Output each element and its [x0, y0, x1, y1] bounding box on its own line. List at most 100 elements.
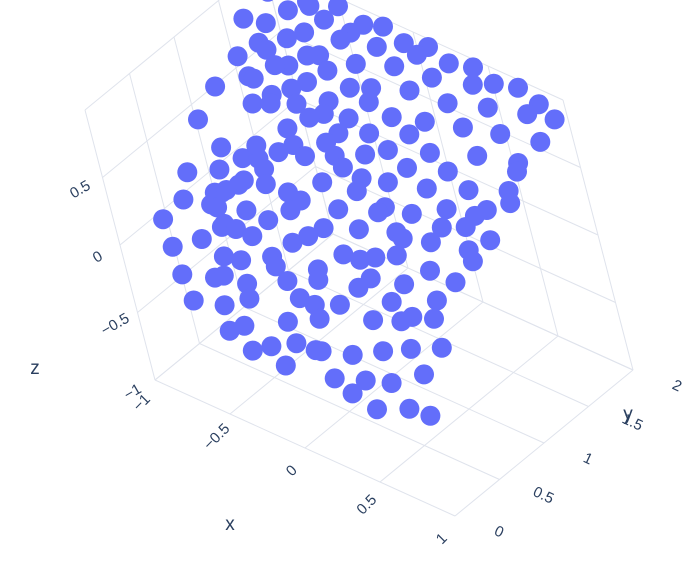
- data-point[interactable]: [339, 77, 360, 98]
- data-point[interactable]: [377, 172, 398, 193]
- data-point[interactable]: [255, 13, 276, 34]
- data-point[interactable]: [517, 104, 538, 125]
- data-point[interactable]: [188, 109, 208, 130]
- data-point[interactable]: [416, 178, 437, 199]
- data-point[interactable]: [431, 217, 452, 238]
- data-point[interactable]: [312, 172, 333, 193]
- data-point[interactable]: [397, 157, 417, 178]
- data-point[interactable]: [297, 72, 317, 92]
- data-point[interactable]: [333, 244, 354, 265]
- data-point[interactable]: [507, 161, 527, 182]
- data-point[interactable]: [348, 219, 369, 240]
- data-point[interactable]: [490, 124, 511, 144]
- data-point[interactable]: [297, 45, 318, 66]
- data-point[interactable]: [211, 137, 232, 158]
- data-point[interactable]: [419, 142, 440, 163]
- data-point[interactable]: [363, 310, 384, 331]
- data-point[interactable]: [399, 398, 420, 419]
- data-point[interactable]: [355, 370, 376, 391]
- data-point[interactable]: [365, 247, 386, 268]
- data-point[interactable]: [209, 159, 230, 180]
- data-point[interactable]: [219, 320, 240, 341]
- data-point[interactable]: [463, 57, 483, 78]
- data-point[interactable]: [299, 0, 320, 16]
- data-point[interactable]: [420, 405, 441, 426]
- data-point[interactable]: [332, 157, 353, 178]
- data-point[interactable]: [275, 355, 296, 376]
- data-point[interactable]: [260, 93, 281, 114]
- data-point[interactable]: [294, 22, 315, 43]
- data-point[interactable]: [242, 340, 263, 361]
- data-point[interactable]: [467, 145, 488, 166]
- data-point[interactable]: [153, 209, 174, 230]
- data-point[interactable]: [276, 28, 297, 49]
- data-point[interactable]: [431, 337, 452, 358]
- data-point[interactable]: [246, 135, 267, 156]
- data-point[interactable]: [289, 288, 310, 309]
- data-point[interactable]: [400, 338, 421, 359]
- data-point[interactable]: [309, 308, 330, 329]
- data-point[interactable]: [350, 249, 371, 270]
- data-point[interactable]: [437, 93, 458, 114]
- data-point[interactable]: [313, 218, 334, 239]
- data-point[interactable]: [452, 117, 473, 138]
- data-point[interactable]: [205, 76, 226, 97]
- data-point[interactable]: [286, 333, 307, 354]
- data-point[interactable]: [544, 109, 565, 130]
- data-point[interactable]: [183, 290, 204, 311]
- data-point[interactable]: [242, 93, 263, 114]
- data-point[interactable]: [462, 74, 483, 95]
- data-point[interactable]: [373, 341, 394, 362]
- data-point[interactable]: [258, 210, 279, 231]
- data-point[interactable]: [277, 0, 298, 21]
- data-point[interactable]: [258, 0, 278, 2]
- data-point[interactable]: [324, 368, 345, 389]
- data-point[interactable]: [172, 264, 193, 285]
- data-point[interactable]: [342, 383, 363, 404]
- data-point[interactable]: [277, 118, 298, 139]
- data-point[interactable]: [399, 80, 420, 101]
- data-point[interactable]: [477, 97, 498, 118]
- data-point[interactable]: [295, 146, 315, 167]
- data-point[interactable]: [480, 230, 501, 251]
- data-point[interactable]: [226, 219, 246, 239]
- data-point[interactable]: [348, 277, 369, 298]
- data-point[interactable]: [232, 148, 253, 169]
- data-point[interactable]: [298, 226, 319, 247]
- data-point[interactable]: [500, 193, 521, 214]
- data-point[interactable]: [216, 180, 237, 200]
- data-point[interactable]: [359, 123, 380, 144]
- data-point[interactable]: [255, 174, 276, 195]
- data-point[interactable]: [328, 0, 348, 17]
- data-point[interactable]: [243, 68, 264, 89]
- data-point[interactable]: [256, 39, 277, 60]
- data-point[interactable]: [213, 246, 234, 267]
- data-point[interactable]: [358, 92, 379, 113]
- data-point[interactable]: [458, 180, 479, 201]
- data-point[interactable]: [455, 217, 476, 237]
- data-point[interactable]: [406, 44, 427, 65]
- data-point[interactable]: [414, 364, 434, 385]
- data-point[interactable]: [366, 36, 387, 57]
- data-point[interactable]: [438, 53, 459, 74]
- data-point[interactable]: [394, 274, 415, 295]
- data-point[interactable]: [162, 236, 183, 257]
- data-point[interactable]: [282, 232, 303, 253]
- data-point[interactable]: [328, 199, 349, 220]
- data-point[interactable]: [254, 158, 275, 179]
- data-point[interactable]: [381, 107, 402, 128]
- data-point[interactable]: [399, 124, 420, 145]
- data-point[interactable]: [436, 199, 457, 220]
- data-point[interactable]: [286, 93, 307, 114]
- data-point[interactable]: [426, 290, 447, 311]
- data-point[interactable]: [280, 200, 301, 221]
- data-point[interactable]: [299, 107, 320, 128]
- data-point[interactable]: [191, 229, 212, 249]
- data-point[interactable]: [231, 250, 252, 271]
- data-point[interactable]: [177, 162, 198, 183]
- data-point[interactable]: [311, 341, 332, 362]
- data-point[interactable]: [214, 295, 235, 316]
- data-point[interactable]: [277, 271, 298, 291]
